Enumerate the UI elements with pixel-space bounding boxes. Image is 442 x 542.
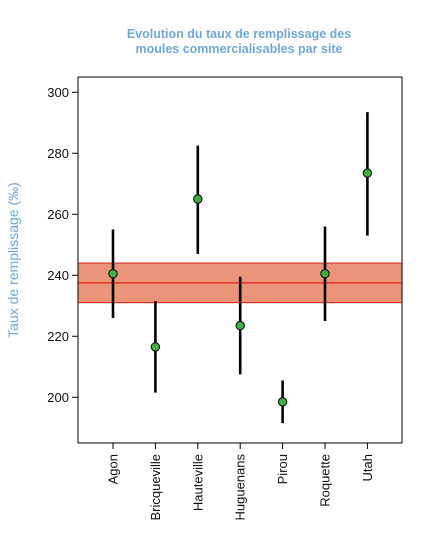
y-tick-label: 280	[47, 146, 69, 161]
y-tick-label: 240	[47, 268, 69, 283]
data-point	[108, 269, 118, 279]
plot-area: 200 220 240 260 280 300 Agon Bricqueville Hautev…	[47, 76, 403, 521]
data-point	[150, 342, 161, 352]
plot-frame	[77, 76, 403, 444]
data-point	[193, 194, 203, 204]
x-tick-label: Utah	[360, 454, 375, 481]
x-tick-label: Bricqueville	[148, 454, 163, 520]
x-tick-label: Hauteville	[190, 454, 205, 511]
chart-title-line-1: Evolution du taux de remplissage des	[127, 27, 351, 41]
data-point	[362, 168, 373, 178]
y-tick-label: 300	[47, 85, 69, 100]
y-axis-label: Taux de remplissage (‰)	[5, 182, 21, 338]
y-tick-label: 220	[47, 329, 69, 344]
x-tick-label: Huguenans	[233, 454, 248, 521]
data-point	[320, 269, 330, 279]
data-point	[277, 397, 288, 407]
x-tick-label: Agon	[106, 454, 121, 484]
y-tick-label: 200	[47, 390, 69, 405]
x-tick-label: Pirou	[275, 454, 290, 484]
chart-title-line-2: moules commercialisables par site	[135, 42, 342, 56]
data-point	[235, 320, 245, 331]
y-tick-label: 260	[47, 207, 69, 222]
x-tick-label: Roquette	[318, 454, 333, 507]
